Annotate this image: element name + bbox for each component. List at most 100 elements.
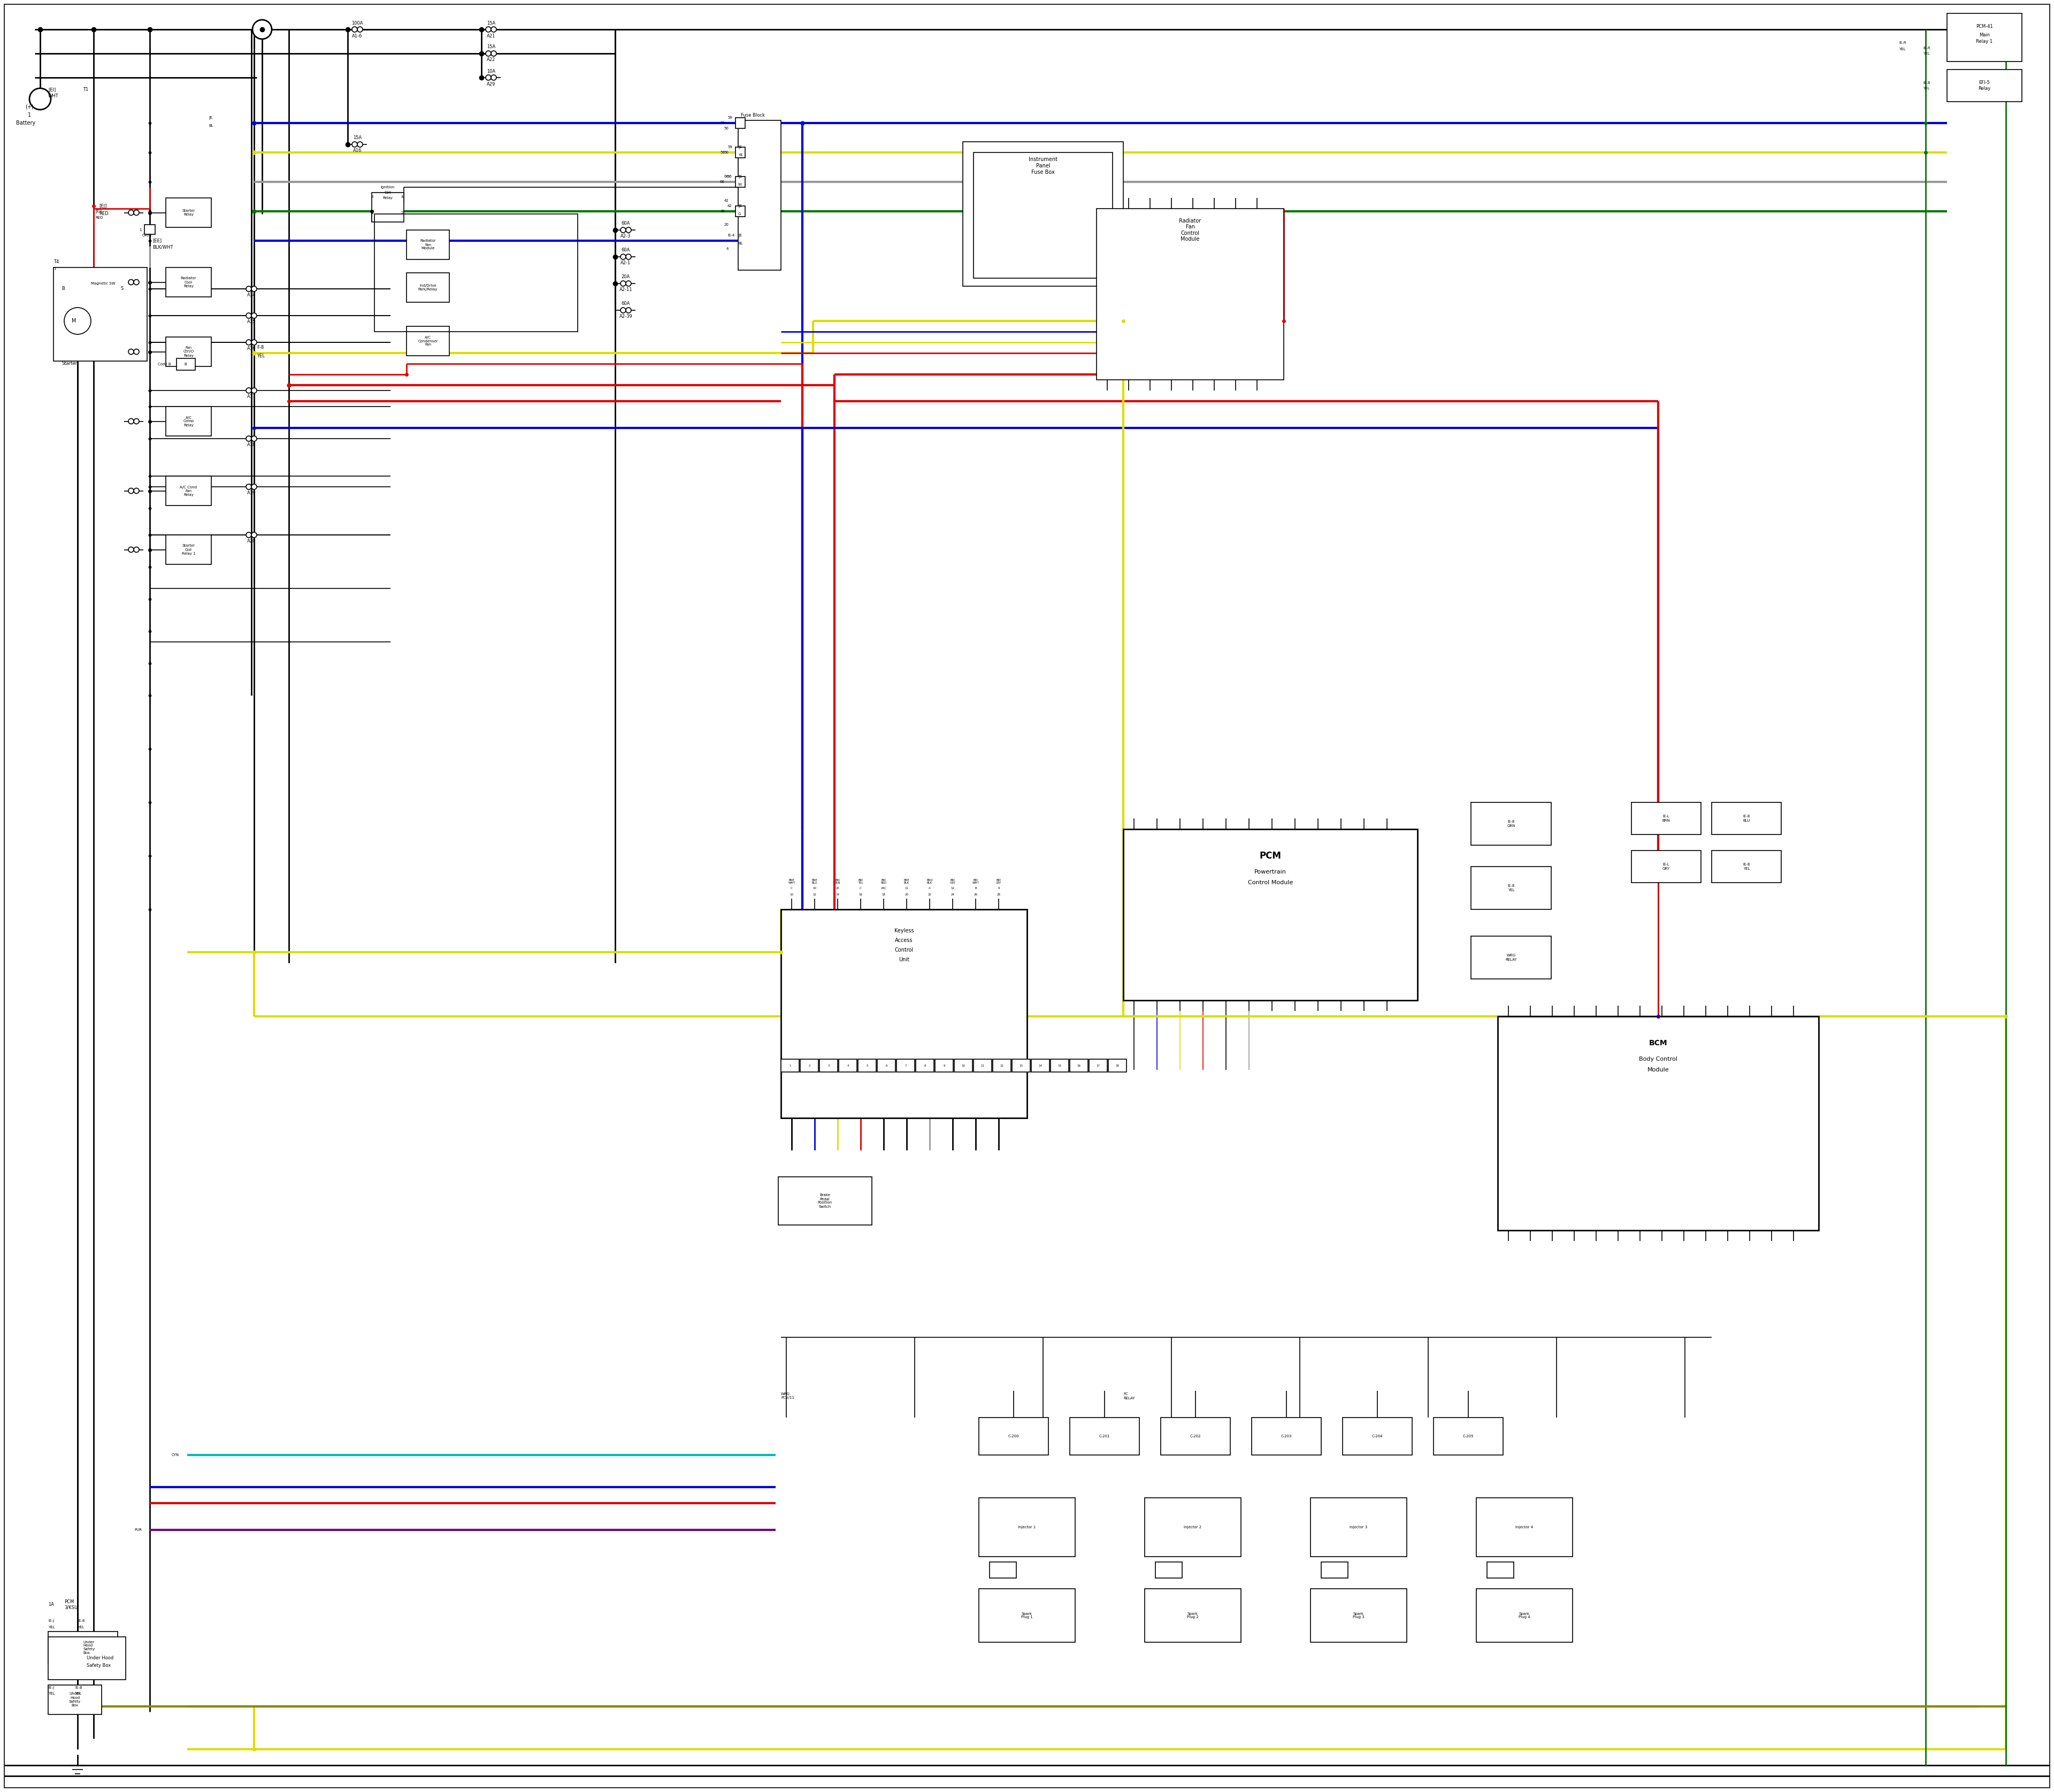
Text: A19: A19 <box>246 491 257 496</box>
Text: [E: [E <box>737 204 741 208</box>
Bar <box>166 477 212 505</box>
Circle shape <box>127 210 134 215</box>
Text: 66: 66 <box>723 176 729 177</box>
Circle shape <box>357 142 364 147</box>
Bar <box>166 536 212 564</box>
Text: [EE]: [EE] <box>152 238 162 244</box>
Circle shape <box>491 27 497 32</box>
Bar <box>801 1059 817 1072</box>
Bar <box>1124 830 1417 1000</box>
Text: BRI
WHT: BRI WHT <box>972 878 980 885</box>
Circle shape <box>134 419 140 425</box>
Circle shape <box>246 340 251 346</box>
Text: A29: A29 <box>487 82 495 86</box>
Bar <box>47 1636 125 1679</box>
Circle shape <box>357 27 364 32</box>
Bar <box>735 177 746 186</box>
Bar <box>1161 1417 1230 1455</box>
Bar <box>1947 13 2021 61</box>
Bar <box>372 192 405 222</box>
Text: 10: 10 <box>961 1064 965 1066</box>
Circle shape <box>626 281 631 287</box>
Text: 22: 22 <box>836 887 840 889</box>
Bar <box>1310 1498 1407 1557</box>
Text: C-202: C-202 <box>1189 1435 1202 1437</box>
Text: IE-4: IE-4 <box>727 233 735 237</box>
Circle shape <box>134 210 140 215</box>
Circle shape <box>246 435 251 441</box>
Bar <box>980 1417 1048 1455</box>
Text: Control: Control <box>896 948 914 953</box>
Bar <box>1471 935 1551 978</box>
Text: BRI
TEL: BRI TEL <box>859 878 863 885</box>
Text: FC
RELAY: FC RELAY <box>1124 1392 1136 1400</box>
Text: 59: 59 <box>727 116 731 120</box>
Circle shape <box>626 254 631 260</box>
Text: [El]: [El] <box>47 88 55 91</box>
Circle shape <box>127 280 134 285</box>
Text: 18: 18 <box>881 892 885 896</box>
Text: (+): (+) <box>25 104 33 109</box>
Text: PCM
3/KSU: PCM 3/KSU <box>64 1600 78 1609</box>
Bar <box>1711 803 1781 835</box>
Text: 42: 42 <box>727 204 731 208</box>
Bar <box>177 358 195 371</box>
Text: 1: 1 <box>370 211 374 215</box>
Bar <box>1947 70 2021 102</box>
Text: Under Hood: Under Hood <box>86 1656 113 1661</box>
Bar <box>820 1059 838 1072</box>
Bar <box>53 267 148 360</box>
Text: Magnetic SW: Magnetic SW <box>90 281 115 285</box>
Bar <box>47 1684 101 1715</box>
Text: IE-8: IE-8 <box>74 1686 82 1690</box>
Bar <box>407 229 450 260</box>
Text: 50: 50 <box>723 151 729 154</box>
Text: 4: 4 <box>727 247 729 251</box>
Text: PUR: PUR <box>134 1529 142 1532</box>
Text: S: S <box>121 287 123 292</box>
Text: B: B <box>62 287 64 292</box>
Text: YEL: YEL <box>74 1692 82 1695</box>
Text: 24C: 24C <box>881 887 887 889</box>
Text: Brake
Pedal
Position
Switch: Brake Pedal Position Switch <box>817 1193 832 1208</box>
Text: Unit: Unit <box>900 957 910 962</box>
Text: YE: YE <box>737 154 744 156</box>
Text: Starter
Relay: Starter Relay <box>183 210 195 217</box>
Text: A15: A15 <box>246 319 257 324</box>
Bar <box>735 118 746 129</box>
Text: 15A: 15A <box>487 20 495 25</box>
Text: 22: 22 <box>928 892 933 896</box>
Bar <box>778 1177 871 1226</box>
Text: Ind/Drive
Park/Relay: Ind/Drive Park/Relay <box>419 285 438 290</box>
Circle shape <box>246 387 251 392</box>
Bar <box>1050 1059 1068 1072</box>
Bar <box>166 407 212 435</box>
Text: Module: Module <box>1647 1068 1670 1073</box>
Text: YEL: YEL <box>47 1692 55 1695</box>
Circle shape <box>491 50 497 56</box>
Text: WRG
RELAY: WRG RELAY <box>1506 953 1516 961</box>
Text: YEL: YEL <box>78 1625 84 1629</box>
Text: 16: 16 <box>859 892 863 896</box>
Text: Starter: Starter <box>62 362 78 366</box>
Text: YEL: YEL <box>1898 48 1906 50</box>
Circle shape <box>134 547 140 552</box>
Circle shape <box>485 50 491 56</box>
Text: IE-L
GRY: IE-L GRY <box>1662 864 1670 871</box>
Bar <box>916 1059 935 1072</box>
Text: C-204: C-204 <box>1372 1435 1382 1437</box>
Bar <box>963 142 1124 287</box>
Bar <box>1477 1498 1573 1557</box>
Text: M: M <box>72 319 76 324</box>
Text: 20: 20 <box>904 892 908 896</box>
Bar <box>1487 1563 1514 1579</box>
Text: 20A: 20A <box>622 274 631 280</box>
Text: 3: 3 <box>370 195 374 199</box>
Bar <box>47 1631 117 1663</box>
Text: 42: 42 <box>723 199 729 202</box>
Text: 11: 11 <box>904 887 908 889</box>
Circle shape <box>626 308 631 314</box>
Text: IE-R: IE-R <box>1898 41 1906 45</box>
Text: Injector 1: Injector 1 <box>1019 1525 1035 1529</box>
Text: PCM: PCM <box>1259 851 1282 860</box>
